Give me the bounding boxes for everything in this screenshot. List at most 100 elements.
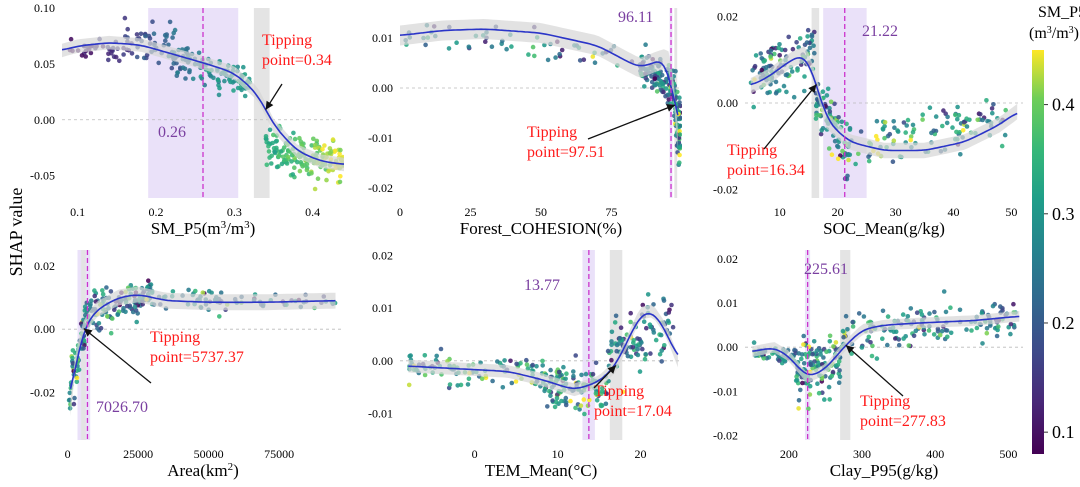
scatter-point (106, 57, 111, 63)
scatter-point (500, 385, 506, 390)
scatter-point (134, 319, 139, 325)
scatter-point (821, 355, 826, 360)
scatter-point (649, 85, 655, 90)
panel-soc_mean: -0.02 0.00 0.02 10 20 30 40 50 SOC_Mean(g/kg) 21.… (713, 8, 1023, 238)
scatter-point (558, 373, 563, 379)
scatter-point (845, 327, 850, 332)
scatter-point (975, 117, 980, 123)
scatter-point (320, 147, 325, 152)
smoothed-trend-line (400, 28, 679, 116)
scatter-point (850, 319, 855, 325)
scatter-point (825, 86, 831, 92)
scatter-point (315, 176, 321, 181)
scatter-point (592, 60, 598, 65)
scatter-point (312, 186, 318, 192)
scatter-point (269, 153, 275, 159)
scatter-point (658, 332, 664, 338)
scatter-point (782, 47, 788, 53)
scatter-point (835, 144, 841, 150)
scatter-point (198, 74, 204, 79)
scatter-point (579, 372, 584, 378)
colorbar-gradient (1032, 50, 1044, 454)
scatter-point (669, 302, 674, 308)
scatter-point (113, 54, 119, 60)
scatter-point (847, 152, 853, 158)
scatter-point (193, 288, 198, 294)
threshold-interval-region (148, 8, 239, 198)
scatter-point (187, 68, 192, 73)
scatter-point (994, 333, 1000, 339)
scatter-point (651, 302, 656, 307)
tipping-arrow-shaft (83, 327, 152, 384)
scatter-point (839, 119, 845, 125)
x-tick-label: 25000 (123, 447, 153, 461)
scatter-point (563, 402, 569, 408)
scatter-point (272, 149, 278, 155)
scatter-point (957, 307, 963, 313)
scatter-point (88, 50, 94, 56)
scatter-point (82, 304, 88, 310)
scatter-point (637, 336, 642, 342)
scatter-point (289, 159, 294, 164)
scatter-point (92, 288, 97, 293)
scatter-point (758, 51, 763, 56)
tipping-point-label: Tipping (150, 329, 200, 346)
scatter-point (641, 319, 647, 325)
scatter-point (171, 30, 176, 36)
scatter-point (180, 65, 186, 70)
scatter-point (908, 306, 914, 311)
scatter-point (282, 158, 287, 163)
scatter-point (108, 330, 114, 336)
confidence-band (750, 46, 1018, 159)
scatter-point (750, 68, 755, 73)
scatter-point (532, 53, 537, 59)
scatter-point (765, 90, 770, 96)
scatter-point (954, 129, 959, 135)
scatter-point (911, 333, 917, 339)
scatter-point (660, 81, 665, 86)
scatter-point (609, 339, 614, 344)
panel-tem_mean: -0.01 0.00 0.01 0.02 0 10 20 TEM_Mean(°C) 13.77 T… (368, 248, 682, 480)
scatter-point (869, 353, 875, 359)
threshold-value-label: 13.77 (524, 277, 560, 294)
scatter-point (783, 72, 789, 78)
scatter-point (781, 83, 787, 89)
scatter-point (824, 349, 829, 355)
scatter-point (222, 78, 227, 84)
tipping-point-value: point=5737.37 (150, 349, 244, 366)
scatter-point (559, 398, 564, 404)
scatter-point (677, 145, 682, 150)
scatter-point (217, 314, 222, 319)
scatter-point (773, 79, 779, 85)
scatter-point (302, 163, 307, 168)
scatter-point (556, 369, 562, 375)
scatter-point (768, 48, 774, 53)
scatter-point (835, 156, 841, 162)
scatter-point (824, 93, 830, 98)
scatter-point (264, 162, 270, 168)
scatter-point (811, 43, 816, 48)
panel-sm_p5: -0.05 0.00 0.05 0.10 0.1 0.2 0.3 0.4 SM_P5(m3/m3… (30, 1, 344, 238)
scatter-point (423, 42, 428, 48)
scatter-point (524, 362, 530, 367)
scatter-point (910, 129, 916, 135)
scatter-point (827, 333, 833, 339)
scatter-point (664, 86, 669, 91)
scatter-point (830, 369, 836, 375)
scatter-point (309, 171, 314, 176)
scatter-point (81, 346, 86, 351)
scatter-point (833, 340, 839, 345)
scatter-point (648, 351, 653, 356)
scatter-point (844, 121, 849, 127)
scatter-point (759, 67, 765, 73)
scatter-point (932, 309, 937, 315)
scatter-point (406, 382, 412, 388)
scatter-point (609, 329, 615, 335)
scatter-point (466, 376, 472, 382)
scatter-point (218, 290, 224, 296)
colorbar: SM_P5 (m3/m3) 0.1 0.2 0.3 0.4 (1029, 4, 1080, 454)
scatter-point (652, 82, 658, 88)
scatter-point (593, 360, 599, 366)
scatter-point (577, 58, 583, 63)
y-tick-label: 0.00 (717, 340, 738, 354)
